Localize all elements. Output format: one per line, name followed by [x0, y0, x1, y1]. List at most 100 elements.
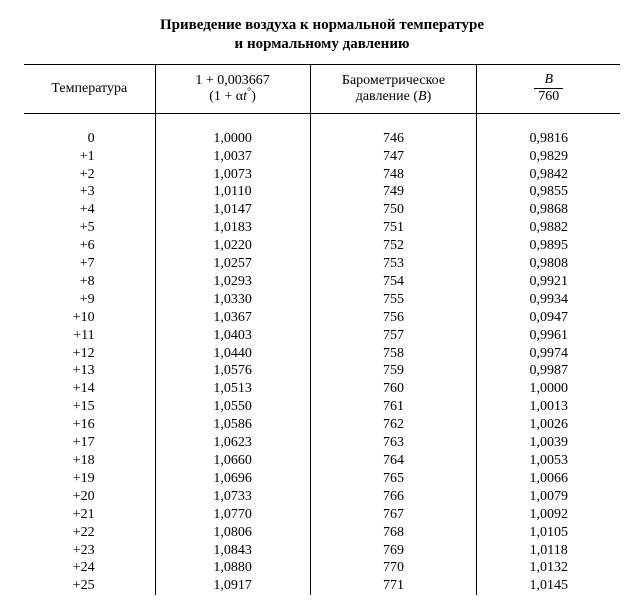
cell-temperature: +4	[24, 201, 155, 219]
cell-coefficient: 1,0806	[155, 524, 310, 542]
cell-ratio: 0,9855	[477, 183, 620, 201]
cell-ratio: 0,9882	[477, 219, 620, 237]
header-pressure: Барометрическое давление (B)	[310, 64, 477, 113]
cell-pressure: 749	[310, 183, 477, 201]
cell-ratio: 0,9868	[477, 201, 620, 219]
cell-pressure: 764	[310, 452, 477, 470]
header-coef-bottom: (1 + αt°)	[209, 89, 256, 104]
table-row: +171,06237631,0039	[24, 434, 620, 452]
cell-coefficient: 1,0576	[155, 362, 310, 380]
header-row: Температура 1 + 0,003667 (1 + αt°) Баром…	[24, 64, 620, 113]
pressure-line2: давление (B)	[356, 89, 432, 104]
cell-temperature: +10	[24, 309, 155, 327]
header-coefficient: 1 + 0,003667 (1 + αt°)	[155, 64, 310, 113]
cell-temperature: +7	[24, 255, 155, 273]
ratio-numerator: B	[534, 73, 563, 89]
cell-ratio: 0,9961	[477, 327, 620, 345]
cell-ratio: 1,0000	[477, 380, 620, 398]
cell-coefficient: 1,0623	[155, 434, 310, 452]
coef-suffix: )	[251, 89, 256, 104]
cell-ratio: 1,0092	[477, 506, 620, 524]
cell-ratio: 1,0105	[477, 524, 620, 542]
cell-temperature: +22	[24, 524, 155, 542]
cell-ratio: 1,0039	[477, 434, 620, 452]
cell-temperature: +9	[24, 291, 155, 309]
cell-pressure: 746	[310, 113, 477, 147]
cell-coefficient: 1,0440	[155, 345, 310, 363]
cell-pressure: 747	[310, 148, 477, 166]
cell-pressure: 770	[310, 559, 477, 577]
table-row: +41,01477500,9868	[24, 201, 620, 219]
header-coef-top: 1 + 0,003667	[195, 73, 269, 88]
cell-ratio: 0,9895	[477, 237, 620, 255]
table-row: +161,05867621,0026	[24, 416, 620, 434]
cell-temperature: +3	[24, 183, 155, 201]
cell-coefficient: 1,0843	[155, 542, 310, 560]
cell-temperature: +20	[24, 488, 155, 506]
cell-coefficient: 1,0037	[155, 148, 310, 166]
cell-temperature: 0	[24, 113, 155, 147]
cell-pressure: 752	[310, 237, 477, 255]
cell-coefficient: 1,0000	[155, 113, 310, 147]
header-temperature: Температура	[24, 64, 155, 113]
cell-coefficient: 1,0733	[155, 488, 310, 506]
table-row: +181,06607641,0053	[24, 452, 620, 470]
cell-coefficient: 1,0403	[155, 327, 310, 345]
cell-pressure: 761	[310, 398, 477, 416]
cell-coefficient: 1,0367	[155, 309, 310, 327]
cell-temperature: +21	[24, 506, 155, 524]
cell-ratio: 0,9816	[477, 113, 620, 147]
table-body: 01,00007460,9816+11,00377470,9829+21,007…	[24, 113, 620, 595]
cell-coefficient: 1,0696	[155, 470, 310, 488]
cell-pressure: 750	[310, 201, 477, 219]
cell-temperature: +18	[24, 452, 155, 470]
cell-ratio: 0,0947	[477, 309, 620, 327]
cell-ratio: 1,0132	[477, 559, 620, 577]
table-row: +211,07707671,0092	[24, 506, 620, 524]
page: Приведение воздуха к нормальной температ…	[0, 0, 644, 613]
cell-ratio: 1,0013	[477, 398, 620, 416]
cell-pressure: 756	[310, 309, 477, 327]
cell-coefficient: 1,0110	[155, 183, 310, 201]
reduction-table: Температура 1 + 0,003667 (1 + αt°) Баром…	[24, 64, 620, 596]
cell-pressure: 771	[310, 577, 477, 595]
cell-pressure: 763	[310, 434, 477, 452]
cell-coefficient: 1,0660	[155, 452, 310, 470]
cell-ratio: 1,0026	[477, 416, 620, 434]
cell-ratio: 1,0066	[477, 470, 620, 488]
cell-temperature: +11	[24, 327, 155, 345]
cell-ratio: 1,0079	[477, 488, 620, 506]
pressure-line1: Барометрическое	[342, 73, 445, 88]
cell-coefficient: 1,0220	[155, 237, 310, 255]
table-row: +231,08437691,0118	[24, 542, 620, 560]
cell-pressure: 767	[310, 506, 477, 524]
cell-coefficient: 1,0183	[155, 219, 310, 237]
cell-pressure: 760	[310, 380, 477, 398]
cell-temperature: +1	[24, 148, 155, 166]
cell-pressure: 748	[310, 166, 477, 184]
cell-temperature: +12	[24, 345, 155, 363]
pressure-var: B	[418, 89, 427, 104]
cell-pressure: 754	[310, 273, 477, 291]
table-row: +81,02937540,9921	[24, 273, 620, 291]
cell-coefficient: 1,0513	[155, 380, 310, 398]
cell-ratio: 0,9808	[477, 255, 620, 273]
table-row: +221,08067681,0105	[24, 524, 620, 542]
cell-temperature: +13	[24, 362, 155, 380]
table-row: +11,00377470,9829	[24, 148, 620, 166]
cell-temperature: +15	[24, 398, 155, 416]
cell-pressure: 755	[310, 291, 477, 309]
cell-coefficient: 1,0917	[155, 577, 310, 595]
cell-ratio: 1,0118	[477, 542, 620, 560]
cell-pressure: 769	[310, 542, 477, 560]
cell-pressure: 759	[310, 362, 477, 380]
coef-prefix: (1 + α	[209, 89, 243, 104]
cell-coefficient: 1,0147	[155, 201, 310, 219]
cell-coefficient: 1,0550	[155, 398, 310, 416]
table-row: +91,03307550,9934	[24, 291, 620, 309]
table-row: +131,05767590,9987	[24, 362, 620, 380]
cell-temperature: +8	[24, 273, 155, 291]
cell-temperature: +17	[24, 434, 155, 452]
cell-ratio: 0,9829	[477, 148, 620, 166]
table-row: +101,03677560,0947	[24, 309, 620, 327]
